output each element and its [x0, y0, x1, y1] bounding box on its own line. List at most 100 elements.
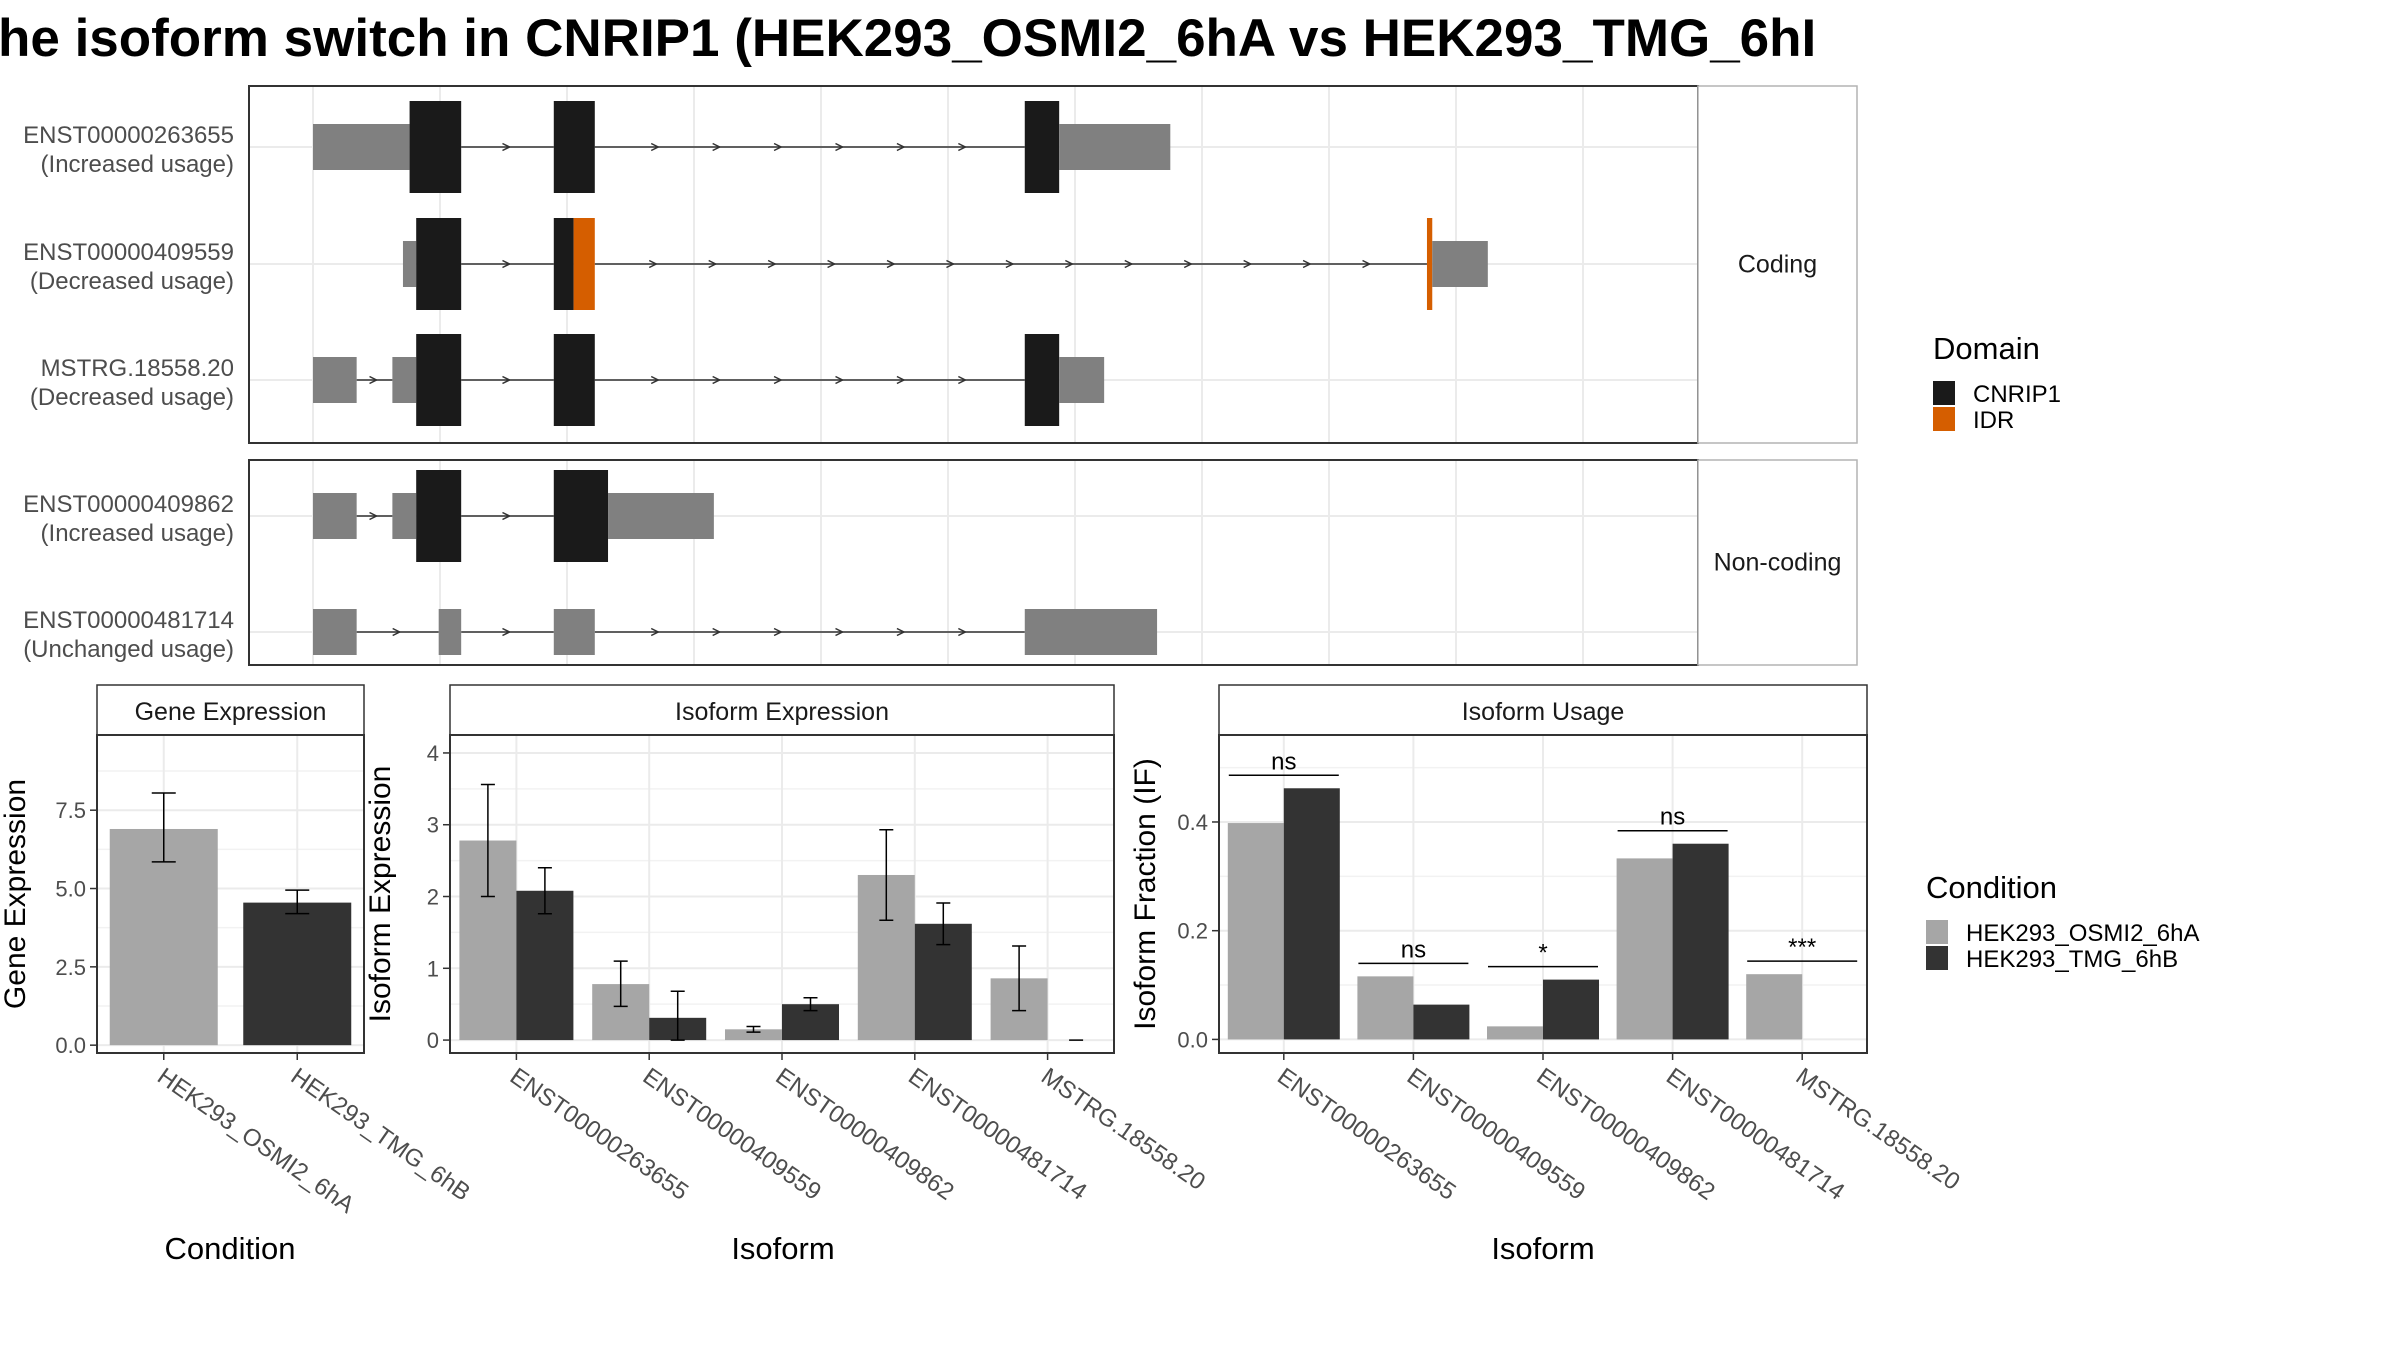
transcript-usage-label: (Decreased usage) [30, 268, 234, 295]
condition-legend-key [1926, 920, 1948, 944]
utr-exon [313, 124, 410, 170]
transcript-id-label: MSTRG.18558.20 [41, 355, 234, 382]
error-bar [936, 902, 951, 946]
transcript-usage-label: (Increased usage) [41, 520, 234, 547]
cnrip1-domain-exon [553, 101, 595, 193]
intron-arrow [835, 627, 845, 637]
intron-arrow [502, 259, 512, 269]
intron-arrow [946, 259, 956, 269]
intron-arrow [1183, 259, 1193, 269]
intron-arrow [502, 511, 512, 521]
y-tick-label: 5.0 [55, 877, 86, 902]
condition-legend-title: Condition [1926, 870, 2057, 905]
cnrip1-domain-exon [553, 218, 574, 310]
cnrip1-domain-exon [416, 334, 462, 426]
condition-legend-label: HEK293_OSMI2_6hA [1966, 920, 2199, 947]
intron-arrow [1243, 259, 1253, 269]
intron-arrow [896, 142, 906, 152]
significance-label: ns [1401, 936, 1426, 963]
domain-legend-label: IDR [1973, 407, 2014, 434]
cnrip1-domain-exon [553, 334, 595, 426]
y-tick-label: 0.4 [1177, 810, 1208, 835]
intron-arrow [502, 627, 512, 637]
bar [1283, 788, 1340, 1040]
intron-arrow [1362, 259, 1372, 269]
utr-exon [402, 241, 417, 287]
intron-arrow [835, 375, 845, 385]
idr-domain-exon [573, 218, 595, 310]
utr-exon [1024, 609, 1158, 655]
intron-arrow [369, 511, 379, 521]
intron-arrow [773, 375, 783, 385]
intron-arrow [835, 142, 845, 152]
transcript-id-label: ENST00000409862 [23, 491, 234, 518]
y-tick-label: 7.5 [55, 798, 86, 823]
transcript-structure-panel: ENST00000263655(Increased usage)ENST0000… [23, 85, 1858, 666]
domain-legend-label: CNRIP1 [1973, 381, 2061, 408]
domain-legend-title: Domain [1933, 331, 2040, 366]
bar [1746, 974, 1803, 1040]
transcript-id-label: ENST00000409559 [23, 239, 234, 266]
chart-title: Isoform Usage [1462, 698, 1625, 726]
y-axis-title: Isoform Fraction (IF) [1129, 758, 1162, 1030]
intron-arrow [502, 142, 512, 152]
bar [109, 828, 218, 1046]
facet-strip-label: Coding [1738, 251, 1817, 279]
expression-charts: Gene Expression0.02.55.07.5HEK293_OSMI2_… [0, 684, 1965, 1266]
x-axis-title: Isoform [1491, 1231, 1594, 1266]
cnrip1-domain-exon [1024, 334, 1060, 426]
chart-title-strip [1218, 684, 1868, 736]
y-axis-title: Gene Expression [0, 779, 32, 1009]
chart-title: Gene Expression [135, 698, 327, 726]
y-tick-label: 2 [427, 885, 439, 910]
utr-exon [1059, 124, 1171, 170]
utr-exon [313, 357, 357, 403]
intron-arrow [1124, 259, 1134, 269]
intron-arrow [712, 142, 722, 152]
idr-domain-exon [1426, 218, 1433, 310]
domain-legend-key [1933, 407, 1955, 431]
chart-panel-border [96, 734, 365, 1054]
y-tick-label: 4 [427, 741, 439, 766]
intron-arrow [369, 375, 379, 385]
x-axis-title: Condition [165, 1231, 296, 1266]
bar [1543, 979, 1599, 1040]
transcript-usage-label: (Unchanged usage) [23, 636, 234, 663]
error-bar [746, 1025, 761, 1033]
bar [725, 1029, 782, 1041]
intron-arrow [712, 627, 722, 637]
significance-label: ns [1271, 748, 1296, 775]
utr-exon [438, 609, 462, 655]
utr-exon [608, 493, 714, 539]
bar [1357, 976, 1414, 1040]
intron-arrow [1302, 259, 1312, 269]
bar [243, 902, 352, 1046]
condition-legend-label: HEK293_TMG_6hB [1966, 946, 2178, 973]
y-tick-label: 0 [427, 1028, 439, 1053]
chart-title-strip [449, 684, 1115, 736]
intron-arrow [650, 627, 660, 637]
facet-strip-label: Non-coding [1714, 549, 1842, 577]
chart-title: Isoform Expression [675, 698, 889, 726]
intron-arrow [896, 375, 906, 385]
transcript-id-label: ENST00000263655 [23, 122, 234, 149]
intron-arrow [958, 627, 968, 637]
transcript-usage-label: (Decreased usage) [30, 384, 234, 411]
intron-arrow [708, 259, 718, 269]
cnrip1-domain-exon [409, 101, 462, 193]
intron-arrow [958, 375, 968, 385]
structure-panel-bg [249, 460, 1698, 665]
intron-arrow [648, 259, 658, 269]
cnrip1-domain-exon [416, 218, 462, 310]
bar [1487, 1026, 1543, 1040]
intron-arrow [1005, 259, 1015, 269]
domain-legend-key [1933, 381, 1955, 405]
intron-arrow [773, 142, 783, 152]
error-bar [1012, 945, 1027, 1012]
facet-strip [1697, 85, 1858, 444]
cnrip1-domain-exon [553, 470, 609, 562]
bar [516, 890, 574, 1041]
